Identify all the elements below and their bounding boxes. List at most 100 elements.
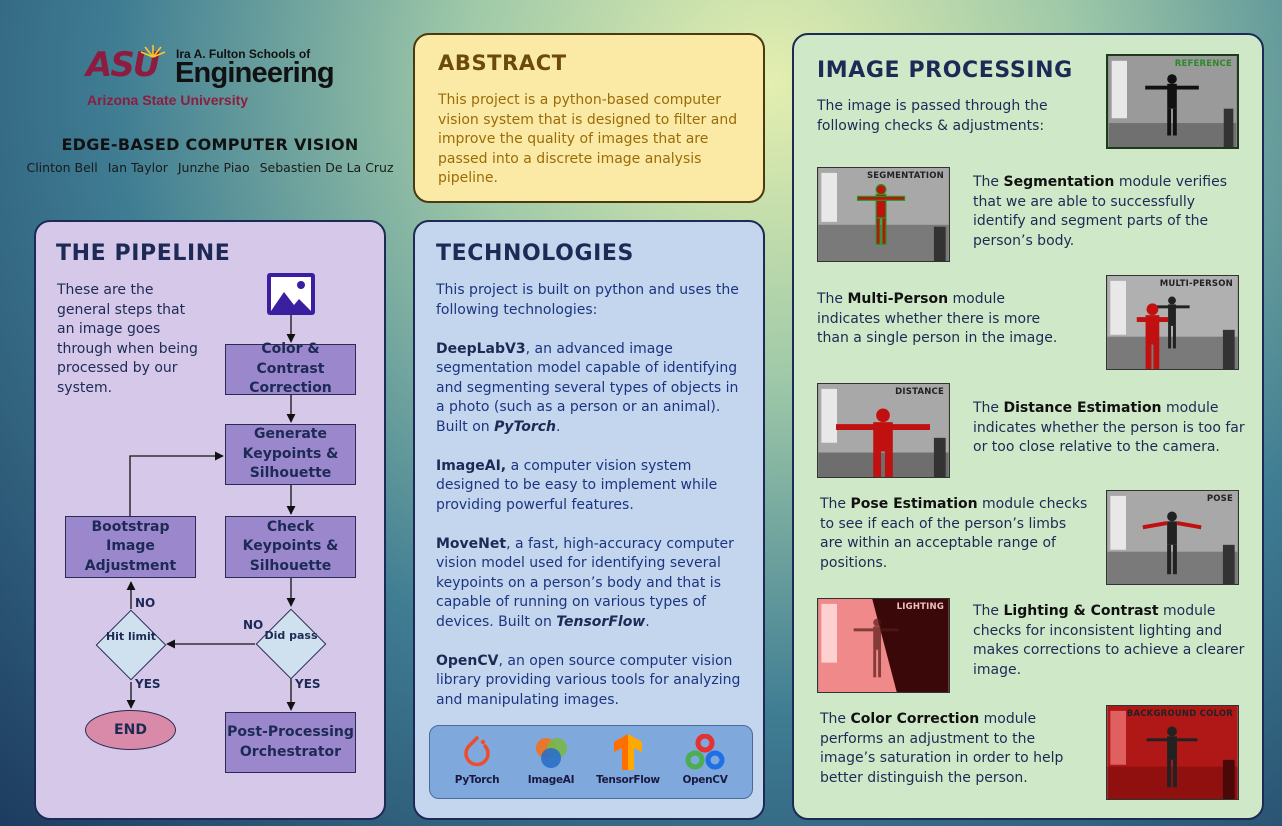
post-processing-step: Post-Processing Orchestrator xyxy=(225,712,356,773)
pipeline-title: THE PIPELINE xyxy=(56,241,231,266)
abstract-title: ABSTRACT xyxy=(438,51,567,75)
image-processing-panel: IMAGE PROCESSING The image is passed thr… xyxy=(792,33,1264,820)
module-name: Multi-Person xyxy=(847,291,949,307)
reference-label: REFERENCE xyxy=(1174,59,1232,69)
thumb-label: DISTANCE xyxy=(895,387,944,397)
technologies-body: This project is built on python and uses… xyxy=(436,281,748,730)
tech-desc: , an open source computer vision library… xyxy=(436,652,741,708)
color-correction-thumbnail: BACKGROUND COLOR xyxy=(1106,705,1239,800)
opencv-logo: OpenCV xyxy=(670,734,740,786)
text: The xyxy=(973,400,1004,416)
author: Sebastien De La Cruz xyxy=(259,160,394,175)
logo-label: OpenCV xyxy=(682,774,728,786)
built-on: PyTorch xyxy=(494,418,557,435)
hit-limit-label: Hit limit xyxy=(105,630,157,643)
tech-item-imageai: ImageAI, a computer vision system design… xyxy=(436,457,748,516)
tech-name: DeepLabV3 xyxy=(436,340,526,357)
logo-label: TensorFlow xyxy=(596,774,660,786)
tech-item-movenet: MoveNet, a fast, high-accuracy computer … xyxy=(436,535,748,633)
text: The xyxy=(820,711,851,727)
text: The xyxy=(973,603,1004,619)
generate-keypoints-step: Generate Keypoints & Silhouette xyxy=(225,424,356,485)
text: module verifies that we are able to succ… xyxy=(973,174,1228,249)
authors: Clinton Bell Ian Taylor Junzhe Piao Seba… xyxy=(26,160,393,175)
multi-person-thumbnail: MULTI-PERSON xyxy=(1106,275,1239,370)
author: Junzhe Piao xyxy=(177,160,250,175)
distance-thumbnail: DISTANCE xyxy=(817,383,950,478)
module-name: Pose Estimation xyxy=(850,496,978,512)
hit-limit-decision xyxy=(95,609,167,681)
tech-item-opencv: OpenCV, an open source computer vision l… xyxy=(436,652,748,711)
sunburst-icon xyxy=(140,45,166,58)
pytorch-logo: PyTorch xyxy=(442,734,512,786)
hit-limit-no-label: NO xyxy=(135,596,156,610)
pipeline-panel: THE PIPELINE These are the general steps… xyxy=(34,220,386,820)
logo-label: PyTorch xyxy=(454,774,500,786)
image-processing-intro: The image is passed through the followin… xyxy=(817,98,1048,134)
engineering-wordmark: Engineering xyxy=(175,57,335,89)
tech-desc: , a fast, high-accuracy computer vision … xyxy=(436,535,734,630)
project-title: EDGE-BASED COMPUTER VISION xyxy=(61,135,359,154)
did-pass-yes-label: YES xyxy=(295,677,321,691)
thumb-label: POSE xyxy=(1206,494,1233,504)
technologies-panel: TECHNOLOGIES This project is built on py… xyxy=(413,220,765,820)
hit-limit-yes-label: YES xyxy=(135,677,161,691)
text: The xyxy=(973,174,1004,190)
text: module indicates whether the person is t… xyxy=(973,400,1245,455)
end-node: END xyxy=(85,710,176,750)
thumb-label: BACKGROUND COLOR xyxy=(1126,709,1233,719)
technology-logos: PyTorch ImageAI TensorFlow OpenCV xyxy=(429,725,753,799)
imageai-logo: ImageAI xyxy=(516,734,586,786)
lighting-thumbnail: LIGHTING xyxy=(817,598,950,693)
tech-end: . xyxy=(645,613,650,630)
author: Ian Taylor xyxy=(107,160,168,175)
module-name: Color Correction xyxy=(850,711,980,727)
tech-name: OpenCV xyxy=(436,652,499,669)
tensorflow-logo: TensorFlow xyxy=(593,734,663,786)
logo-label: ImageAI xyxy=(527,774,575,786)
tech-desc: , an advanced image segmentation model c… xyxy=(436,340,739,435)
text: module indicates whether there is more t… xyxy=(817,291,1058,346)
tech-name: ImageAI, xyxy=(436,457,507,474)
tech-end: . xyxy=(556,418,561,435)
module-name: Lighting & Contrast xyxy=(1003,603,1159,619)
module-name: Distance Estimation xyxy=(1003,400,1162,416)
tech-name: MoveNet xyxy=(436,535,507,552)
text: module checks to see if each of the pers… xyxy=(820,496,1088,571)
segmentation-thumbnail: SEGMENTATION xyxy=(817,167,950,262)
built-on: TensorFlow xyxy=(556,613,646,630)
module-name: Segmentation xyxy=(1003,174,1115,190)
text: module checks for inconsistent lighting … xyxy=(973,603,1245,678)
author: Clinton Bell xyxy=(26,160,98,175)
thumb-label: SEGMENTATION xyxy=(866,171,944,181)
pose-thumbnail: POSE xyxy=(1106,490,1239,585)
imageai-icon xyxy=(536,738,567,768)
reference-thumbnail: REFERENCE xyxy=(1106,54,1239,149)
did-pass-label: Did pass xyxy=(264,629,318,642)
text: module performs an adjustment to the ima… xyxy=(820,711,1064,786)
tech-item-deeplab: DeepLabV3, an advanced image segmentatio… xyxy=(436,340,748,438)
text: The xyxy=(820,496,851,512)
segmentation-description: The Segmentation module verifies that we… xyxy=(973,173,1248,251)
multi-person-description: The Multi-Person module indicates whethe… xyxy=(817,290,1072,349)
did-pass-decision xyxy=(255,608,327,680)
technologies-intro: This project is built on python and uses… xyxy=(436,282,739,318)
asu-engineering-logo: ASU Ira A. Fulton Schools of Engineering… xyxy=(86,44,346,110)
school-name: Ira A. Fulton Schools of xyxy=(176,47,311,61)
pipeline-intro: These are the general steps that an imag… xyxy=(57,282,198,396)
lighting-description: The Lighting & Contrast module checks fo… xyxy=(973,602,1248,680)
tensorflow-icon xyxy=(614,734,642,770)
bootstrap-adjustment-step: Bootstrap Image Adjustment xyxy=(65,516,196,578)
color-contrast-step: Color & Contrast Correction xyxy=(225,341,356,396)
technologies-title: TECHNOLOGIES xyxy=(436,241,634,266)
check-keypoints-step: Check Keypoints & Silhouette xyxy=(225,516,356,578)
asu-wordmark: ASU xyxy=(86,45,160,85)
university-name: Arizona State University xyxy=(87,92,249,108)
opencv-icon xyxy=(685,734,725,770)
thumb-label: LIGHTING xyxy=(896,602,944,612)
text: The xyxy=(817,291,848,307)
did-pass-no-label: NO xyxy=(243,618,264,632)
image-processing-title: IMAGE PROCESSING xyxy=(817,58,1073,83)
image-icon xyxy=(267,273,315,315)
distance-description: The Distance Estimation module indicates… xyxy=(973,399,1248,458)
